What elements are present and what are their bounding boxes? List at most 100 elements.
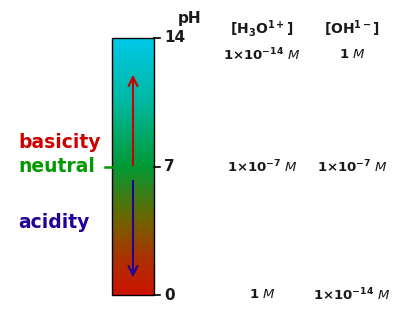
Bar bbox=[112, 43, 154, 45]
Bar bbox=[112, 207, 154, 209]
Bar bbox=[112, 154, 154, 155]
Bar bbox=[112, 267, 154, 268]
Bar bbox=[112, 116, 154, 118]
Bar bbox=[112, 145, 154, 147]
Bar bbox=[112, 69, 154, 70]
Bar bbox=[112, 231, 154, 233]
Bar bbox=[112, 100, 154, 101]
Bar bbox=[112, 121, 154, 122]
Bar bbox=[112, 255, 154, 256]
Text: 0: 0 bbox=[164, 288, 174, 302]
Bar bbox=[112, 138, 154, 139]
Text: 14: 14 bbox=[164, 31, 185, 45]
Bar bbox=[112, 266, 154, 267]
Bar bbox=[112, 278, 154, 280]
Bar bbox=[112, 287, 154, 288]
Bar bbox=[112, 90, 154, 92]
Bar bbox=[112, 51, 154, 53]
Bar bbox=[112, 290, 154, 291]
Bar bbox=[112, 219, 154, 220]
Bar bbox=[112, 57, 154, 59]
Bar bbox=[112, 103, 154, 105]
Bar bbox=[112, 49, 154, 50]
Bar bbox=[112, 49, 154, 51]
Bar bbox=[112, 279, 154, 280]
Bar bbox=[112, 56, 154, 58]
Bar bbox=[112, 94, 154, 95]
Bar bbox=[112, 264, 154, 265]
Bar bbox=[112, 167, 154, 168]
Bar bbox=[112, 83, 154, 84]
Bar bbox=[112, 151, 154, 153]
Bar bbox=[112, 220, 154, 221]
Bar bbox=[112, 230, 154, 232]
Bar bbox=[112, 136, 154, 138]
Bar bbox=[112, 64, 154, 65]
Bar bbox=[112, 227, 154, 228]
Text: basicity: basicity bbox=[18, 134, 100, 153]
Text: $\mathbf{1}$ $\mathit{M}$: $\mathbf{1}$ $\mathit{M}$ bbox=[338, 48, 364, 62]
Bar bbox=[112, 62, 154, 64]
Bar bbox=[112, 185, 154, 186]
Bar bbox=[112, 294, 154, 295]
Bar bbox=[112, 256, 154, 257]
Bar bbox=[112, 261, 154, 263]
Bar bbox=[112, 92, 154, 94]
Text: $\mathbf{[OH^{1-}]}$: $\mathbf{[OH^{1-}]}$ bbox=[323, 18, 379, 38]
Bar bbox=[112, 180, 154, 181]
Bar bbox=[112, 162, 154, 163]
Bar bbox=[112, 115, 154, 117]
Bar bbox=[112, 80, 154, 82]
Bar bbox=[112, 176, 154, 178]
Bar bbox=[112, 153, 154, 155]
Bar bbox=[112, 276, 154, 278]
Bar bbox=[112, 60, 154, 61]
Bar bbox=[112, 87, 154, 89]
Bar bbox=[112, 122, 154, 124]
Bar bbox=[112, 70, 154, 71]
Bar bbox=[112, 38, 154, 295]
Bar bbox=[112, 132, 154, 133]
Bar bbox=[112, 224, 154, 226]
Bar bbox=[112, 282, 154, 283]
Bar bbox=[112, 179, 154, 180]
Bar bbox=[112, 107, 154, 108]
Bar bbox=[112, 159, 154, 161]
Bar bbox=[112, 244, 154, 245]
Bar bbox=[112, 143, 154, 144]
Bar bbox=[112, 67, 154, 69]
Bar bbox=[112, 105, 154, 107]
Bar bbox=[112, 125, 154, 126]
Bar bbox=[112, 73, 154, 74]
Bar bbox=[112, 202, 154, 203]
Bar bbox=[112, 88, 154, 89]
Bar bbox=[112, 217, 154, 219]
Bar bbox=[112, 203, 154, 204]
Bar bbox=[112, 90, 154, 91]
Bar bbox=[112, 104, 154, 106]
Bar bbox=[112, 144, 154, 146]
Bar bbox=[112, 200, 154, 202]
Bar bbox=[112, 226, 154, 227]
Bar bbox=[112, 235, 154, 236]
Bar bbox=[112, 192, 154, 194]
Bar bbox=[112, 78, 154, 79]
Bar bbox=[112, 190, 154, 191]
Bar bbox=[112, 238, 154, 239]
Bar bbox=[112, 58, 154, 60]
Bar bbox=[112, 155, 154, 156]
Bar bbox=[112, 101, 154, 102]
Bar bbox=[112, 86, 154, 87]
Bar bbox=[112, 152, 154, 154]
Bar bbox=[112, 274, 154, 275]
Bar bbox=[112, 215, 154, 216]
Bar bbox=[112, 157, 154, 158]
Bar bbox=[112, 72, 154, 73]
Bar bbox=[112, 75, 154, 77]
Bar bbox=[112, 121, 154, 123]
Bar bbox=[112, 240, 154, 242]
Bar bbox=[112, 254, 154, 256]
Bar bbox=[112, 258, 154, 259]
Bar bbox=[112, 246, 154, 248]
Bar bbox=[112, 283, 154, 284]
